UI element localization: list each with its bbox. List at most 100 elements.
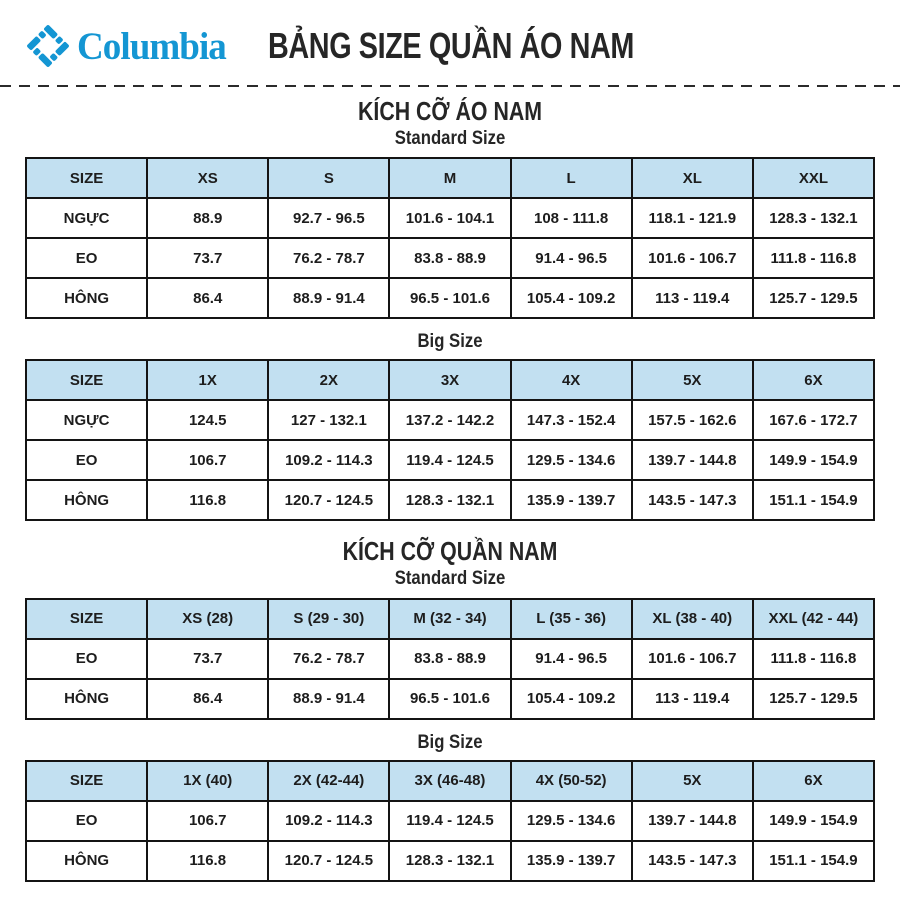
value-cell: 108 - 111.8 [509, 197, 633, 240]
value-cell: 167.6 - 172.7 [751, 399, 876, 442]
size-header-cell: 5X [630, 759, 754, 802]
page-header: Columbia BẢNG SIZE QUẦN ÁO NAM [0, 0, 900, 72]
columbia-diamond-icon [27, 25, 69, 67]
brand-wordmark: Columbia [77, 24, 227, 68]
row-label-cell: EO [24, 439, 149, 482]
measurement-row: HÔNG 116.8 120.7 - 124.5 128.3 - 132.1 135.9… [24, 479, 876, 522]
value-cell: 135.9 - 139.7 [509, 479, 633, 522]
value-cell: 125.7 - 129.5 [751, 277, 876, 320]
value-cell: 105.4 - 109.2 [509, 677, 633, 720]
size-header-cell: XL [630, 157, 754, 200]
value-cell: 111.8 - 116.8 [751, 637, 876, 680]
value-cell: 128.3 - 132.1 [388, 839, 512, 882]
value-cell: 76.2 - 78.7 [267, 637, 391, 680]
size-header-cell: S [267, 157, 391, 200]
value-cell: 120.7 - 124.5 [267, 479, 391, 522]
size-header-cell: 4X (50-52) [509, 759, 633, 802]
value-cell: 116.8 [146, 479, 270, 522]
size-header-cell: 2X (42-44) [267, 759, 391, 802]
measurement-row: NGỰC 88.9 92.7 - 96.5 101.6 - 104.1 108 - 11… [24, 197, 876, 240]
measurement-row: EO 73.7 76.2 - 78.7 83.8 - 88.9 91.4 - 96.5 1… [24, 237, 876, 280]
value-cell: 91.4 - 96.5 [509, 237, 633, 280]
size-table-header-row: SIZE 1X 2X 3X 4X 5X 6X [24, 359, 876, 402]
size-chart-content: KÍCH CỠ ÁO NAM Standard Size SIZE XS S M L XL XX… [0, 97, 900, 882]
section-2: KÍCH CỠ QUẦN NAM Standard Size SIZE XS (28)… [0, 536, 900, 882]
value-cell: 151.1 - 154.9 [751, 479, 876, 522]
brand-logo: Columbia [25, 23, 234, 69]
value-cell: 119.4 - 124.5 [388, 799, 512, 842]
row-label-cell: HÔNG [24, 479, 149, 522]
value-cell: 135.9 - 139.7 [509, 839, 633, 882]
value-cell: 109.2 - 114.3 [267, 439, 391, 482]
section-title: KÍCH CỠ QUẦN NAM [342, 536, 558, 567]
page-title: BẢNG SIZE QUẦN ÁO NAM [267, 25, 634, 66]
size-header-cell: SIZE [24, 759, 149, 802]
size-table: SIZE 1X (40) 2X (42-44) 3X (46-48) 4X (50-52… [24, 759, 876, 882]
size-header-cell: 3X (46-48) [388, 759, 512, 802]
size-table-header-row: SIZE 1X (40) 2X (42-44) 3X (46-48) 4X (50-52… [24, 759, 876, 802]
section-title: KÍCH CỠ ÁO NAM [357, 96, 542, 126]
size-header-cell: L (35 - 36) [509, 597, 633, 640]
value-cell: 106.7 [146, 439, 270, 482]
value-cell: 128.3 - 132.1 [388, 479, 512, 522]
size-header-cell: 6X [751, 359, 876, 402]
size-header-cell: 1X (40) [146, 759, 270, 802]
measurement-row: EO 106.7 109.2 - 114.3 119.4 - 124.5 129.5 -… [24, 439, 876, 482]
size-header-cell: S (29 - 30) [267, 597, 391, 640]
value-cell: 109.2 - 114.3 [267, 799, 391, 842]
value-cell: 119.4 - 124.5 [388, 439, 512, 482]
size-header-cell: 1X [146, 359, 270, 402]
value-cell: 105.4 - 109.2 [509, 277, 633, 320]
value-cell: 83.8 - 88.9 [388, 237, 512, 280]
table-subtitle: Standard Size [394, 127, 506, 149]
size-header-cell: XS (28) [146, 597, 270, 640]
size-header-cell: L [509, 157, 633, 200]
value-cell: 157.5 - 162.6 [630, 399, 754, 442]
row-label-cell: EO [24, 799, 149, 842]
size-header-cell: SIZE [24, 597, 149, 640]
value-cell: 137.2 - 142.2 [388, 399, 512, 442]
value-cell: 129.5 - 134.6 [509, 439, 633, 482]
value-cell: 88.9 - 91.4 [267, 677, 391, 720]
value-cell: 96.5 - 101.6 [388, 677, 512, 720]
value-cell: 73.7 [146, 237, 270, 280]
value-cell: 96.5 - 101.6 [388, 277, 512, 320]
value-cell: 101.6 - 106.7 [630, 637, 754, 680]
row-label-cell: NGỰC [24, 399, 149, 442]
size-header-cell: M [388, 157, 512, 200]
row-label-cell: HÔNG [24, 677, 149, 720]
row-label-cell: NGỰC [24, 197, 149, 240]
value-cell: 116.8 [146, 839, 270, 882]
size-table: SIZE 1X 2X 3X 4X 5X 6X NGỰC 124.5 127 - 132.1 137.… [24, 359, 876, 522]
value-cell: 147.3 - 152.4 [509, 399, 633, 442]
size-header-cell: 4X [509, 359, 633, 402]
value-cell: 113 - 119.4 [630, 277, 754, 320]
size-table-header-row: SIZE XS S M L XL XXL [24, 157, 876, 200]
size-header-cell: SIZE [24, 359, 149, 402]
value-cell: 118.1 - 121.9 [630, 197, 754, 240]
value-cell: 92.7 - 96.5 [267, 197, 391, 240]
value-cell: 76.2 - 78.7 [267, 237, 391, 280]
value-cell: 139.7 - 144.8 [630, 439, 754, 482]
value-cell: 128.3 - 132.1 [751, 197, 876, 240]
size-header-cell: 2X [267, 359, 391, 402]
measurement-row: EO 106.7 109.2 - 114.3 119.4 - 124.5 129.5 -… [24, 799, 876, 842]
size-header-cell: XXL [751, 157, 876, 200]
size-header-cell: SIZE [24, 157, 149, 200]
value-cell: 139.7 - 144.8 [630, 799, 754, 842]
dashed-divider [0, 85, 900, 87]
size-header-cell: XXL (42 - 44) [751, 597, 876, 640]
value-cell: 111.8 - 116.8 [751, 237, 876, 280]
size-header-cell: 6X [751, 759, 876, 802]
size-table: SIZE XS S M L XL XXL NGỰC 88.9 92.7 - 96.5 101.6 -… [24, 157, 876, 320]
size-table: SIZE XS (28) S (29 - 30) M (32 - 34) L (35 -… [24, 597, 876, 720]
value-cell: 73.7 [146, 637, 270, 680]
value-cell: 88.9 [146, 197, 270, 240]
value-cell: 129.5 - 134.6 [509, 799, 633, 842]
value-cell: 88.9 - 91.4 [267, 277, 391, 320]
value-cell: 143.5 - 147.3 [630, 839, 754, 882]
measurement-row: HÔNG 116.8 120.7 - 124.5 128.3 - 132.1 135.9… [24, 839, 876, 882]
row-label-cell: EO [24, 637, 149, 680]
value-cell: 106.7 [146, 799, 270, 842]
size-header-cell: 5X [630, 359, 754, 402]
